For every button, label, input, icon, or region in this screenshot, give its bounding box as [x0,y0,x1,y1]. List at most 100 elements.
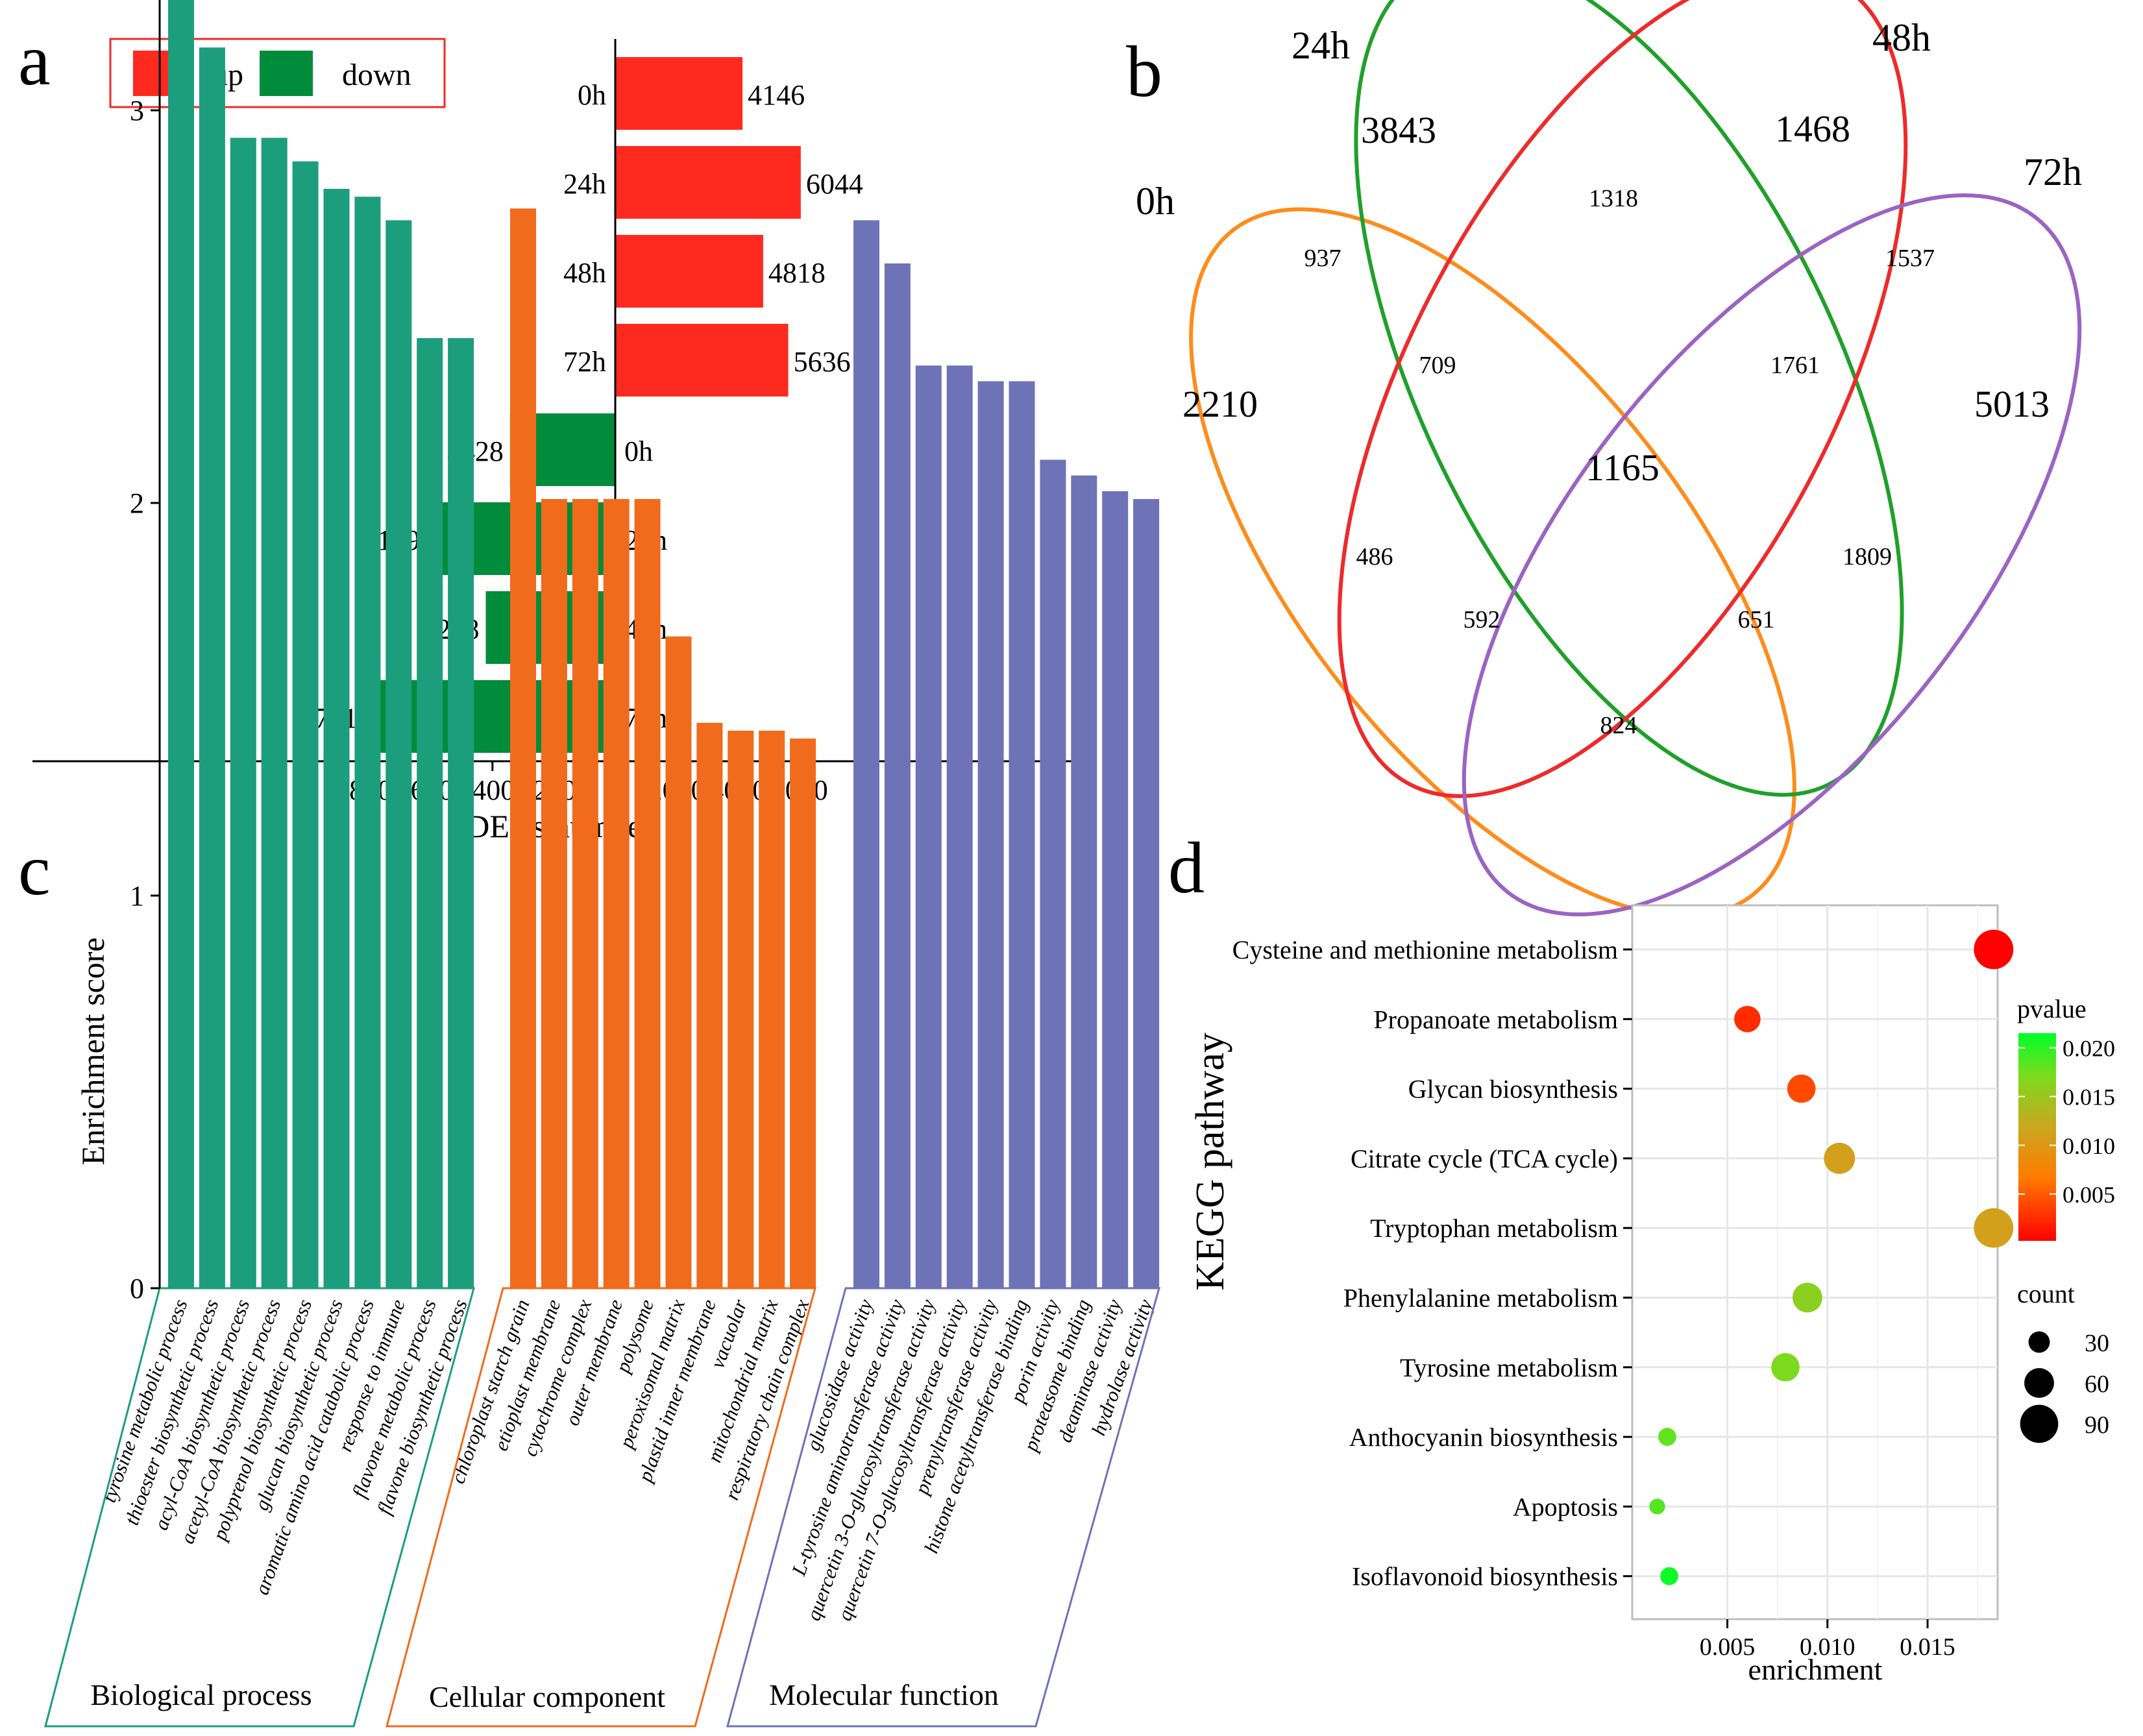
venn-region-0h-72h: 824 [1600,712,1637,739]
pathway-point [1660,1567,1678,1585]
venn-region-24h-48h: 1318 [1589,185,1638,212]
pathway-point [1734,1005,1761,1033]
bar-prenyltransferase-activity [977,381,1004,1289]
venn-region-24h-48h-72h: 1761 [1770,352,1820,379]
bar-flavone-biosynthetic-process [448,337,474,1288]
size-legend-label: 60 [2085,1371,2109,1398]
venn-region-48h-72h: 1537 [1885,245,1935,272]
pathway-point [1771,1352,1800,1382]
venn-region-48h-only: 1468 [1775,108,1850,150]
size-legend-dot [2028,1331,2050,1353]
panel-d-legend: pvalue 0.020 0.015 0.010 0.005 count 30 60 90 [2017,994,2115,1443]
pathway-label: Isoflavonoid biosynthesis [1352,1562,1618,1591]
venn-region-0h-24h-72h: 651 [1738,606,1775,633]
bar-acetyl-CoA-biosynthetic-process [261,138,288,1289]
venn-region-72h-only: 5013 [1974,383,2050,425]
pathway-label: Propanoate metabolism [1373,1005,1618,1034]
bar-etioplast-membrane [541,498,567,1289]
size-legend-label: 30 [2085,1330,2109,1357]
pathway-point [1974,1208,2014,1248]
venn-ellipse-72h [1462,193,2082,917]
bar-value-label: 6044 [806,168,863,200]
bar-L-tyrosine-aminotransferase-activity [884,263,911,1289]
group-bracket [386,1287,816,1728]
pathway-label: Cysteine and methionine metabolism [1232,935,1618,964]
size-legend-title: count [2017,1279,2075,1308]
venn-ellipse-0h [1189,207,1796,918]
bar-value-label: 5636 [794,346,851,378]
pathway-point [1824,1142,1855,1174]
bar-up-72h [615,324,789,397]
pathway-point [1649,1498,1665,1515]
bar-acyl-CoA-biosynthetic-process [230,138,256,1289]
bar-porin-activity [1040,459,1066,1289]
panel-d-y-axis-title: KEGG pathway [1188,1033,1232,1291]
pathway-label: Tyrosine metabolism [1400,1353,1618,1382]
pathway-label: Glycan biosynthesis [1408,1075,1618,1104]
venn-region-0h-48h: 486 [1356,543,1393,570]
pathway-label: Apoptosis [1513,1492,1618,1521]
bar-cytochrome-complex [572,498,598,1289]
bar-category-label: 72h [563,346,606,378]
y-tick-label: 0 [130,1273,144,1304]
bar-respiratory-chain-complex [790,739,816,1288]
y-tick-label: 2 [130,487,144,519]
bar-plastid-inner-membrane [696,722,723,1288]
size-legend-label: 90 [2085,1412,2109,1439]
bar-proteasome-binding [1071,475,1097,1288]
colorbar-tick-label: 0.010 [2063,1133,2115,1159]
pathway-label: Tryptophan metabolism [1370,1214,1618,1243]
bar-outer-membrane [603,498,630,1289]
group-label: Cellular component [429,1680,665,1713]
panel-b-venn: 24h 48h 0h 72h 3843 1468 2210 5013 1165 … [1136,0,2082,918]
venn-ellipse-24h [1354,0,1904,797]
venn-set-label-24h: 24h [1292,24,1350,67]
colorbar-tick-label: 0.005 [2063,1182,2115,1208]
venn-region-24h-72h: 1809 [1843,543,1892,570]
pathway-point [1974,929,2014,970]
pathway-label: Anthocyanin biosynthesis [1349,1423,1618,1452]
bar-thioester-biosynthetic-process [199,47,225,1289]
venn-ellipse-48h [1337,0,1908,798]
venn-region-0h-24h: 937 [1304,245,1341,272]
venn-region-0h-24h-48h: 709 [1419,352,1456,379]
bar-mitochondrial-matrix [759,730,785,1288]
bar-polysome [634,498,661,1289]
bar-deaminase-activity [1102,491,1129,1288]
x-tick-label: 0.010 [1800,1633,1855,1661]
pathway-label: Citrate cycle (TCA cycle) [1351,1144,1618,1173]
bar-up-48h [615,235,763,308]
bar-up-24h [615,146,801,219]
bar-peroxisomal-matrix [665,636,692,1288]
bar-vacuolar [728,730,754,1288]
bar-quercetin-3-O-glucosyltransferase-activity [915,365,942,1288]
size-legend-dot [2020,1404,2059,1443]
panel-c-y-axis-title: Enrichment score [75,937,111,1165]
plot-frame [1631,904,1999,1620]
bar-glucan-biosynthetic-process [323,189,350,1288]
panel-label-d: d [1168,828,1205,909]
bar-category-label: 0h [578,79,606,111]
group-label: Molecular function [769,1678,999,1711]
colorbar [2018,1033,2056,1241]
panel-c-bar-chart: Enrichment score tyrosine metabolic proc… [44,0,1160,1728]
y-tick-label: 3 [130,95,144,127]
pathway-point [1658,1428,1676,1446]
pathway-point [1787,1074,1816,1103]
group-bracket [726,1287,1160,1728]
pathway-point [1793,1282,1822,1313]
bar-response-to-immune [386,220,412,1288]
panel-label-c: c [18,830,51,911]
size-legend-dot [2024,1368,2054,1398]
bar-histone-acetyltransferase-binding [1009,381,1035,1289]
venn-region-all: 1165 [1586,446,1659,489]
venn-set-label-0h: 0h [1136,180,1175,223]
bar-flavone-metabolic-process [417,337,443,1288]
bar-glucosidase-activity [853,220,879,1288]
venn-region-24h-only: 3843 [1361,109,1436,151]
venn-region-0h-only: 2210 [1182,383,1258,425]
legend-down-swatch [260,51,313,96]
colorbar-tick-label: 0.020 [2063,1036,2115,1062]
